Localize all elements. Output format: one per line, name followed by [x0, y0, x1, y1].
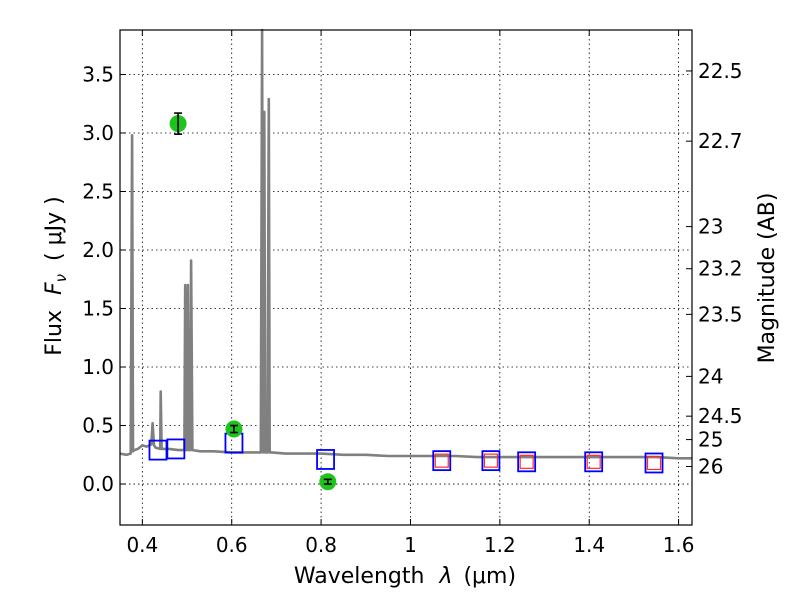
model-band-box: [316, 449, 335, 470]
model-band-box: [432, 450, 452, 472]
spectrum-line: [119, 28, 692, 460]
model-photometry-layer: [148, 432, 664, 474]
y2-tick-label: 22.7: [698, 129, 743, 153]
x-axis-label: Wavelength λ (μm): [294, 564, 516, 589]
y-tick-label: 2.0: [82, 238, 114, 262]
x-tick-label: 0.6: [216, 533, 248, 557]
y-tick-label: 0.5: [82, 414, 114, 438]
y2-tick-label: 23.2: [698, 257, 743, 281]
model-band-box: [481, 450, 501, 472]
y2-tick-label: 24.5: [698, 404, 743, 428]
model-band-box: [166, 438, 186, 460]
y2-tick-label: 23: [698, 215, 723, 239]
model-band-inner-box: [434, 453, 449, 468]
y2-tick-label: 22.5: [698, 59, 743, 83]
model-band-inner-box: [646, 455, 662, 471]
model-band-inner-box: [519, 454, 534, 469]
y-tick-label: 1.0: [82, 355, 114, 379]
x-tick-label: 1.4: [573, 533, 605, 557]
y-tick-label: 3.0: [82, 121, 114, 145]
y2-tick-label: 24: [698, 364, 723, 388]
y-tick-label: 3.5: [82, 62, 114, 86]
model-band-inner-box: [586, 454, 601, 469]
y2-tick-label: 23.5: [698, 302, 743, 326]
x-tick-label: 1.6: [663, 533, 695, 557]
model-band-box: [517, 451, 537, 473]
y2-tick-label: 25: [698, 428, 723, 452]
y-axis-label: Flux Fν ( μJy ): [42, 196, 72, 355]
y-tick-label: 0.0: [82, 472, 114, 496]
grid: [120, 30, 692, 525]
axis-ticks: 0.4 0.6 0.8 1 1.2 1.4 1.6 0.0 0.5 1.0 1.5 2.0 2.5 3.0…: [82, 30, 743, 557]
model-band-box: [584, 451, 604, 473]
model-band-box: [644, 452, 664, 474]
y-tick-label: 1.5: [82, 297, 114, 321]
y-tick-label: 2.5: [82, 179, 114, 203]
spectrum-layer: [119, 28, 692, 460]
x-tick-label: 0.8: [305, 533, 337, 557]
y2-axis-label: Magnitude (AB): [755, 193, 780, 364]
plot-frame: [119, 29, 693, 526]
x-tick-label: 0.4: [126, 533, 158, 557]
x-tick-label: 1: [404, 533, 417, 557]
observed-photometry-layer: [169, 112, 337, 491]
model-band-inner-box: [483, 453, 499, 468]
y2-tick-label: 26: [698, 454, 723, 478]
x-tick-label: 1.2: [484, 533, 516, 557]
